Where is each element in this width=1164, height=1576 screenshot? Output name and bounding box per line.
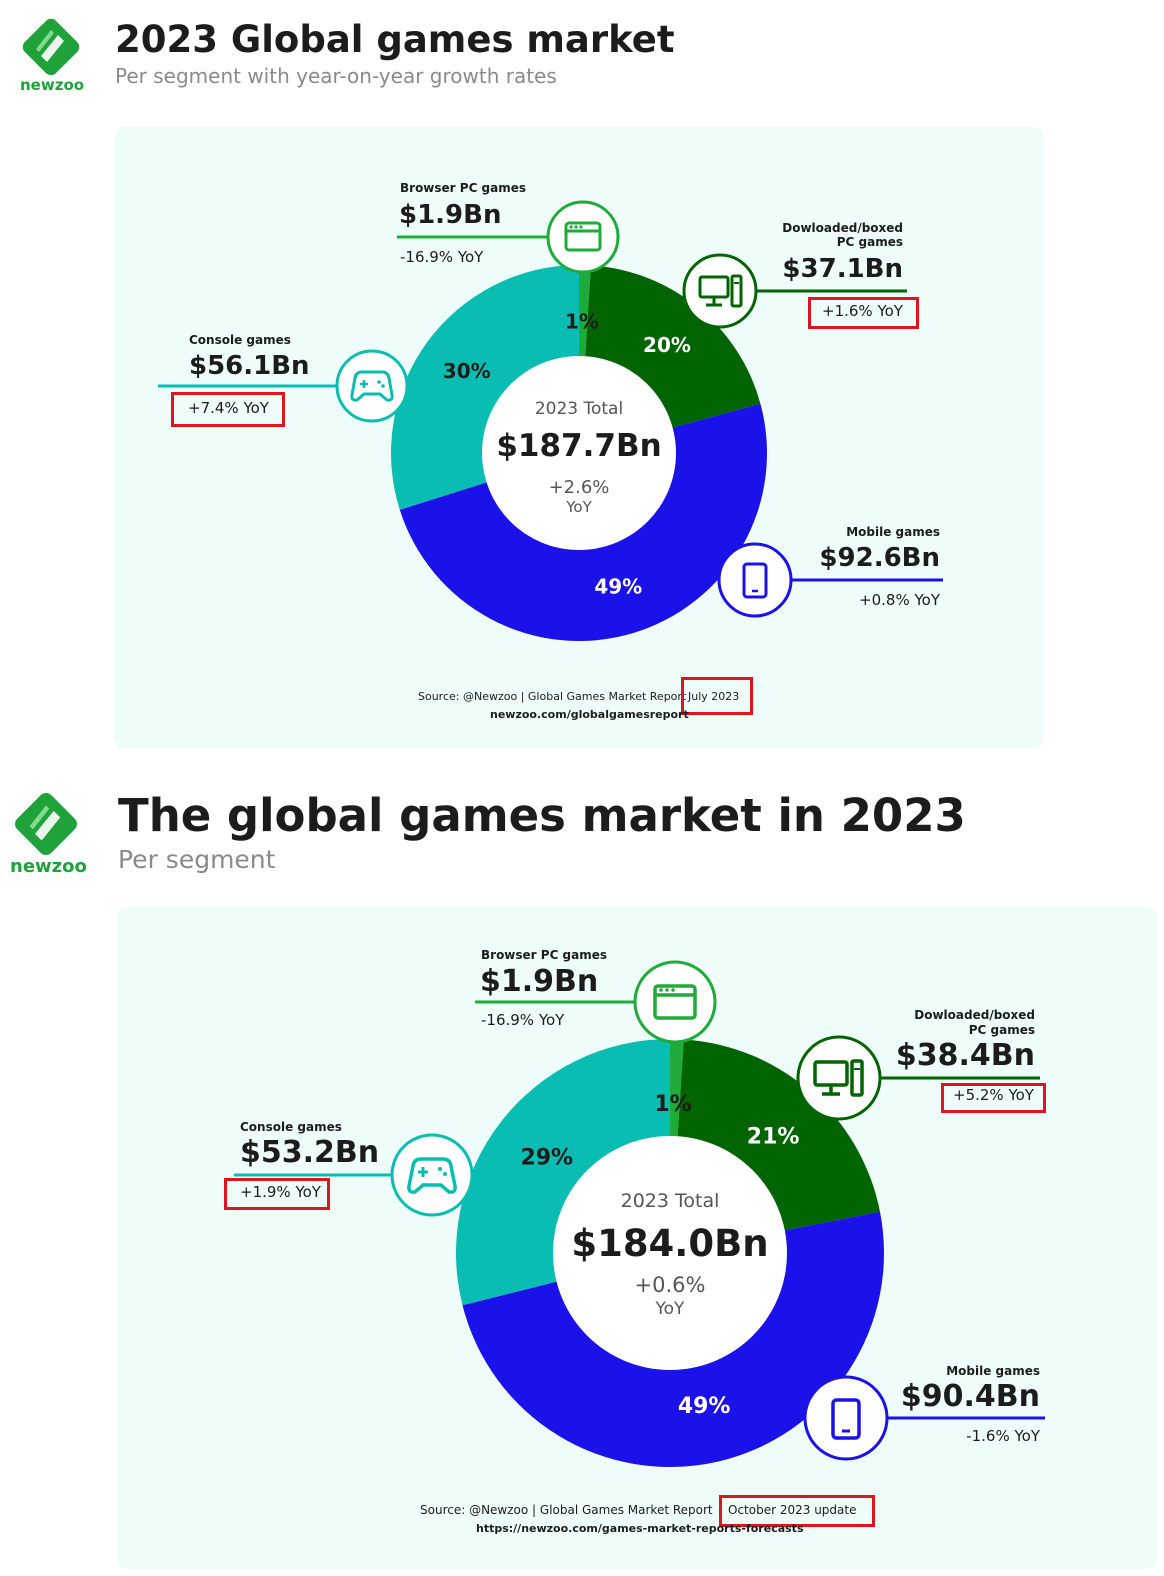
yoy-highlight-box xyxy=(941,1083,1046,1113)
smartphone-icon xyxy=(803,1375,889,1461)
segment-yoy-mobile: +0.8% YoY xyxy=(859,591,940,609)
segment-name-browser: Browser PC games xyxy=(400,181,527,195)
center-total-yoy: +0.6% xyxy=(635,1273,706,1297)
segment-name-pc: Dowloaded/boxed xyxy=(782,221,903,235)
segment-yoy-browser: -16.9% YoY xyxy=(400,248,484,266)
segment-name-mobile: Mobile games xyxy=(946,1364,1040,1378)
segment-value-console: $56.1Bn xyxy=(189,351,310,381)
chart-title: 2023 Global games market xyxy=(115,18,675,61)
newzoo-logo-icon xyxy=(22,18,80,76)
yoy-highlight-box xyxy=(224,1178,330,1210)
segment-name-browser: Browser PC games xyxy=(481,948,608,962)
share-label-browser-window: 1% xyxy=(654,1092,691,1117)
center-total-label: 2023 Total xyxy=(621,1190,720,1212)
share-label-desktop-pc: 21% xyxy=(747,1124,800,1149)
segment-yoy-mobile: -1.6% YoY xyxy=(966,1427,1040,1445)
segment-yoy-console: +7.4% YoY xyxy=(188,399,269,417)
date-highlight-box xyxy=(719,1495,875,1527)
donut-hole xyxy=(482,356,676,550)
donut-share-labels: 1% 20% 49% 30% xyxy=(443,309,691,598)
center-total-yoy-unit: YoY xyxy=(565,498,592,516)
browser-window-icon xyxy=(546,200,620,274)
segment-name-pc: Dowloaded/boxed xyxy=(914,1008,1035,1022)
center-total-label: 2023 Total xyxy=(535,399,623,419)
share-label-gamepad: 29% xyxy=(520,1146,573,1171)
share-label-smartphone: 49% xyxy=(678,1394,731,1419)
segment-name-pc-line2: PC games xyxy=(836,235,903,249)
segment-value-browser: $1.9Bn xyxy=(480,964,599,999)
gamepad-icon xyxy=(390,1133,474,1217)
segment-name-console: Console games xyxy=(240,1120,342,1134)
center-total-value: $187.7Bn xyxy=(496,428,661,464)
center-total-value: $184.0Bn xyxy=(571,1222,768,1265)
source-date: July 2023 xyxy=(688,690,740,703)
newzoo-wordmark: newzoo xyxy=(10,856,87,877)
segment-value-pc: $38.4Bn xyxy=(895,1038,1035,1073)
chart-title: The global games market in 2023 xyxy=(118,789,966,842)
segment-name-pc-line2: PC games xyxy=(968,1023,1035,1037)
share-label-gamepad: 30% xyxy=(443,359,491,383)
donut-share-labels: 1% 21% 49% 29% xyxy=(520,1092,799,1419)
segment-yoy-pc: +5.2% YoY xyxy=(953,1086,1034,1104)
segment-value-console: $53.2Bn xyxy=(240,1135,380,1170)
source-text: Source: @Newzoo | Global Games Market Re… xyxy=(418,690,687,703)
source-text: Source: @Newzoo | Global Games Market Re… xyxy=(420,1503,713,1517)
chart-subtitle: Per segment with year-on-year growth rat… xyxy=(115,64,557,88)
source-date: October 2023 update xyxy=(728,1503,857,1517)
segment-value-pc: $37.1Bn xyxy=(782,254,903,284)
segment-name-mobile: Mobile games xyxy=(846,525,940,539)
date-highlight-box xyxy=(681,677,753,715)
segment-value-browser: $1.9Bn xyxy=(399,200,502,230)
newzoo-logo-icon xyxy=(15,793,77,855)
share-label-smartphone: 49% xyxy=(594,574,642,598)
segment-value-mobile: $90.4Bn xyxy=(900,1379,1040,1414)
segment-yoy-browser: -16.9% YoY xyxy=(481,1011,565,1029)
source-url: https://newzoo.com/games-market-reports-… xyxy=(476,1522,804,1535)
smartphone-icon xyxy=(717,542,793,618)
browser-window-icon xyxy=(633,960,717,1044)
center-total-yoy-unit: YoY xyxy=(655,1299,686,1319)
yoy-highlight-box xyxy=(808,297,919,329)
segment-value-mobile: $92.6Bn xyxy=(819,543,940,573)
desktop-pc-icon xyxy=(682,253,758,329)
donut-hole xyxy=(553,1136,787,1370)
segment-yoy-pc: +1.6% YoY xyxy=(822,302,903,320)
newzoo-wordmark: newzoo xyxy=(20,76,85,94)
segment-yoy-console: +1.9% YoY xyxy=(240,1183,321,1201)
chart-subtitle: Per segment xyxy=(118,845,276,874)
share-label-browser-window: 1% xyxy=(565,309,599,333)
donut-chart-1: 1% 20% 49% 30% xyxy=(158,200,943,641)
yoy-highlight-box xyxy=(171,392,285,427)
center-total-yoy: +2.6% xyxy=(549,477,610,498)
share-label-desktop-pc: 20% xyxy=(643,333,691,357)
gamepad-icon xyxy=(335,349,409,423)
source-url: newzoo.com/globalgamesreport xyxy=(490,708,689,721)
segment-name-console: Console games xyxy=(189,333,291,347)
desktop-pc-icon xyxy=(796,1035,882,1121)
